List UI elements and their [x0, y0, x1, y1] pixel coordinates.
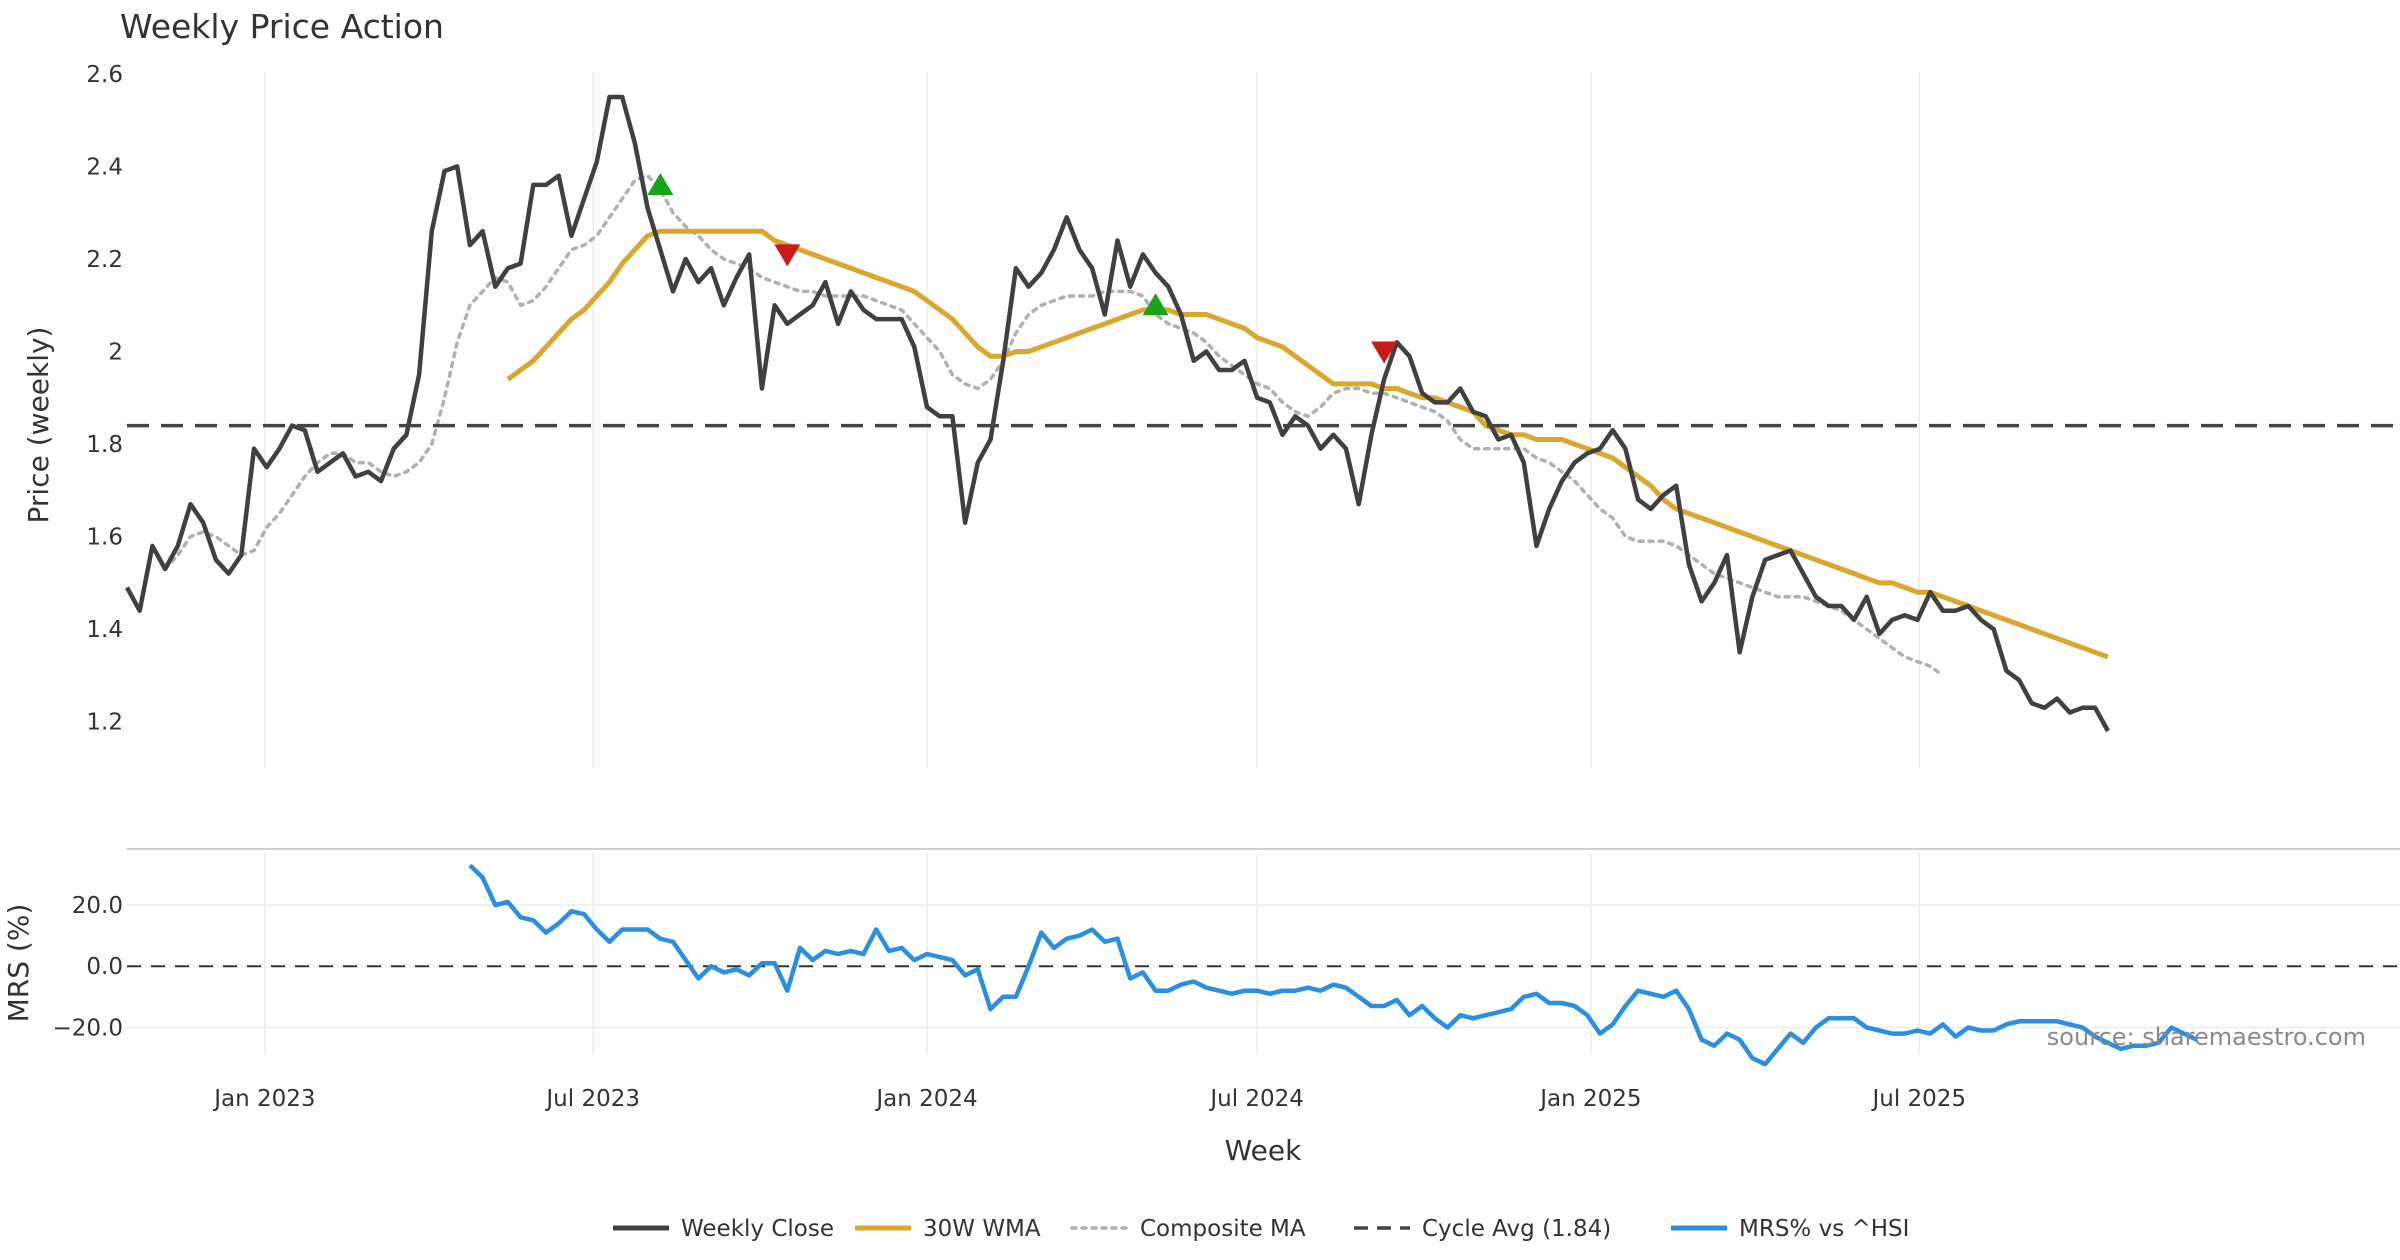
buy-signal-marker — [1142, 293, 1169, 316]
price-y-tick-label: 1.6 — [86, 525, 123, 551]
price-y-tick-label: 1.4 — [86, 617, 123, 643]
x-tick-label: Jul 2024 — [1208, 1086, 1304, 1112]
composite-ma-line — [163, 173, 1945, 678]
price-series-group — [125, 94, 2400, 733]
legend-label: Composite MA — [1140, 1216, 1306, 1242]
sell-signal-marker — [1371, 341, 1398, 364]
mrs-y-axis-label: MRS (%) — [2, 904, 35, 1023]
x-axis-label: Week — [1225, 1134, 1302, 1167]
wma-30w-line — [506, 228, 2109, 660]
mrs-series-group — [468, 863, 2198, 1067]
sell-signal-marker — [774, 244, 801, 267]
x-tick-label: Jul 2025 — [1870, 1086, 1966, 1112]
x-tick-label: Jan 2024 — [874, 1086, 977, 1112]
price-y-tick-label: 2.2 — [86, 247, 123, 273]
price-y-tick-label: 2.4 — [86, 154, 123, 180]
legend-label: Weekly Close — [681, 1216, 834, 1242]
mrs-line — [468, 863, 2198, 1067]
price-y-ticks: 1.2 1.4 1.6 1.8 2 2.2 2.4 2.6 — [86, 62, 123, 736]
mrs-y-tick-label: −20.0 — [53, 1015, 123, 1041]
legend-label: MRS% vs ^HSI — [1739, 1216, 1909, 1242]
x-tick-label: Jul 2023 — [544, 1086, 640, 1112]
x-tick-label: Jan 2023 — [212, 1086, 315, 1112]
mrs-y-tick-label: 0.0 — [86, 954, 123, 980]
mrs-y-tick-label: 20.0 — [72, 893, 123, 919]
source-watermark: source: sharemaestro.com — [2047, 1023, 2366, 1051]
x-axis-ticks: Jan 2023 Jul 2023 Jan 2024 Jul 2024 Jan 2025… — [212, 1086, 1966, 1112]
signal-markers — [647, 172, 1398, 364]
weekly-close-line — [125, 94, 2110, 733]
price-panel-grid — [264, 72, 1921, 768]
chart-title: Weekly Price Action — [120, 7, 444, 46]
price-y-tick-label: 2 — [108, 340, 123, 366]
x-tick-label: Jan 2025 — [1538, 1086, 1641, 1112]
mrs-y-ticks: −20.0 0.0 20.0 — [53, 893, 123, 1041]
legend-label: Cycle Avg (1.84) — [1422, 1216, 1611, 1242]
price-y-tick-label: 1.8 — [86, 432, 123, 458]
buy-signal-marker — [647, 172, 674, 195]
legend-label: 30W WMA — [923, 1216, 1041, 1242]
price-y-tick-label: 2.6 — [86, 62, 123, 88]
price-y-tick-label: 1.2 — [86, 710, 123, 736]
price-y-axis-label: Price (weekly) — [22, 327, 55, 524]
chart-legend: Weekly Close 30W WMA Composite MA Cycle Avg… — [613, 1216, 1909, 1242]
